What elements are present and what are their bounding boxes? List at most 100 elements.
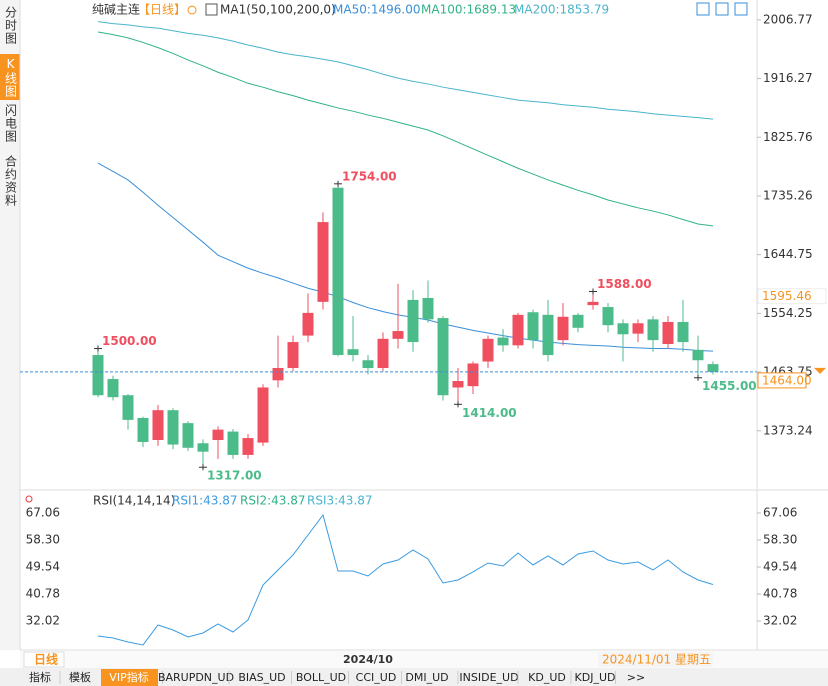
tabbar (0, 668, 828, 686)
y-tick-label: 1825.76 (763, 130, 813, 144)
candle-body (527, 312, 539, 341)
candle-body (182, 423, 194, 448)
symbol: 纯碱主连 (92, 2, 140, 17)
sidebar-tab[interactable]: K线图 (4, 57, 18, 98)
annotation-label: 1588.00 (597, 277, 652, 291)
tab-active (101, 669, 158, 686)
y-tick-label: 49.54 (26, 559, 60, 573)
cursor-date: 2024/11/01 星期五 (602, 653, 711, 667)
candle-body (662, 321, 674, 345)
candle-body (497, 337, 509, 346)
y-tick-label: 1916.27 (763, 71, 813, 85)
icon[interactable] (715, 2, 729, 16)
candle-body (302, 312, 314, 336)
icon[interactable] (734, 2, 748, 16)
tab[interactable]: BARUPDN_UD (158, 671, 234, 684)
annotation-label: 1414.00 (462, 406, 517, 420)
candle-body (227, 431, 239, 455)
y-tick-label: 40.78 (26, 586, 60, 600)
candle-body (377, 338, 389, 369)
candle-body (242, 438, 254, 455)
footer-period[interactable]: 日线 (34, 652, 58, 667)
tab[interactable]: KDJ_UD (575, 671, 616, 684)
sidebar-tab[interactable]: 闪电图 (4, 104, 18, 143)
y-tick-label: 58.30 (26, 532, 60, 546)
y-tick-label: 49.54 (763, 559, 797, 573)
tab[interactable]: VIP指标 (109, 670, 148, 684)
y-tick-label: 32.02 (763, 613, 797, 627)
tab[interactable]: 指标 (29, 670, 51, 684)
icon[interactable] (205, 3, 218, 16)
tab[interactable]: BIAS_UD (238, 671, 285, 684)
last-price-box (757, 372, 807, 389)
candle-body (137, 417, 149, 442)
candle-body (362, 360, 374, 369)
candle-body (482, 338, 494, 362)
candle-body (692, 349, 704, 361)
icon[interactable] (25, 495, 33, 503)
candle-body (197, 443, 209, 452)
y-tick-label: 1373.24 (763, 423, 813, 437)
icon[interactable] (187, 5, 197, 15)
candle-body (422, 297, 434, 320)
y-tick-label: 1735.26 (763, 188, 813, 202)
cursor-price-label: 1595.46 (762, 289, 812, 303)
candle-body (212, 429, 224, 441)
annotation-label: 1754.00 (342, 169, 397, 183)
y-tick-label: 1644.75 (763, 247, 813, 261)
sidebar-active (0, 54, 20, 100)
candle-body (332, 187, 344, 356)
sidebar-tab[interactable]: 合约资料 (4, 154, 18, 207)
candle-body (707, 364, 719, 372)
sidebar (0, 0, 20, 650)
candle-body (347, 349, 359, 356)
y-tick-label: 40.78 (763, 586, 797, 600)
y-tick-label: 67.06 (26, 505, 60, 519)
tab[interactable]: BOLL_UD (296, 671, 346, 684)
annotation-label: 1317.00 (207, 469, 262, 483)
annotation-label: 1500.00 (102, 334, 157, 348)
legend-entry: RSI2:43.87 (240, 494, 306, 508)
annotation-label: 1455.00 (702, 379, 757, 393)
candle-body (557, 316, 569, 341)
candle-body (122, 395, 134, 420)
candle-body (647, 319, 659, 341)
legend-entry: RSI1:43.87 (172, 494, 238, 508)
period-box[interactable] (23, 651, 65, 668)
cursor-date-box (598, 652, 713, 667)
candle-body (677, 321, 689, 343)
indicator: MA1(50,100,200,0) (220, 3, 336, 17)
tab[interactable]: 模板 (69, 670, 91, 684)
icon[interactable] (696, 2, 710, 16)
y-tick-label: 32.02 (26, 613, 60, 627)
tab[interactable]: >> (627, 671, 645, 684)
candle-body (152, 410, 164, 441)
candle-body (257, 387, 269, 443)
candle-body (437, 318, 449, 396)
candle-body (92, 355, 104, 396)
sidebar-tab[interactable]: 分时图 (4, 6, 18, 45)
tab[interactable]: KD_UD (528, 671, 566, 684)
candle-body (167, 410, 179, 445)
tab[interactable]: INSIDE_UD (459, 671, 518, 684)
ma-line (97, 31, 714, 227)
y-tick-label: 1554.25 (763, 306, 813, 320)
candle-body (467, 363, 479, 387)
y-tick-label: 58.30 (763, 532, 797, 546)
legend-entry: MA200:1853.79 (514, 3, 609, 17)
last-price-arrow (814, 367, 826, 374)
legend-entry: MA100:1689.13 (421, 3, 516, 17)
candle-body (572, 314, 584, 328)
tab[interactable]: DMI_UD (405, 671, 448, 684)
candle-body (407, 299, 419, 343)
ma-line (97, 162, 714, 352)
rsi-title: RSI(14,14,14) (93, 494, 175, 508)
legend-entry: MA50:1496.00 (333, 3, 421, 17)
cursor-price-box (757, 288, 827, 305)
x-tick-label: 2024/10 (343, 653, 393, 666)
tab[interactable]: CCI_UD (356, 671, 397, 684)
candle-body (512, 314, 524, 346)
last-price-label: 1464.00 (762, 373, 812, 387)
